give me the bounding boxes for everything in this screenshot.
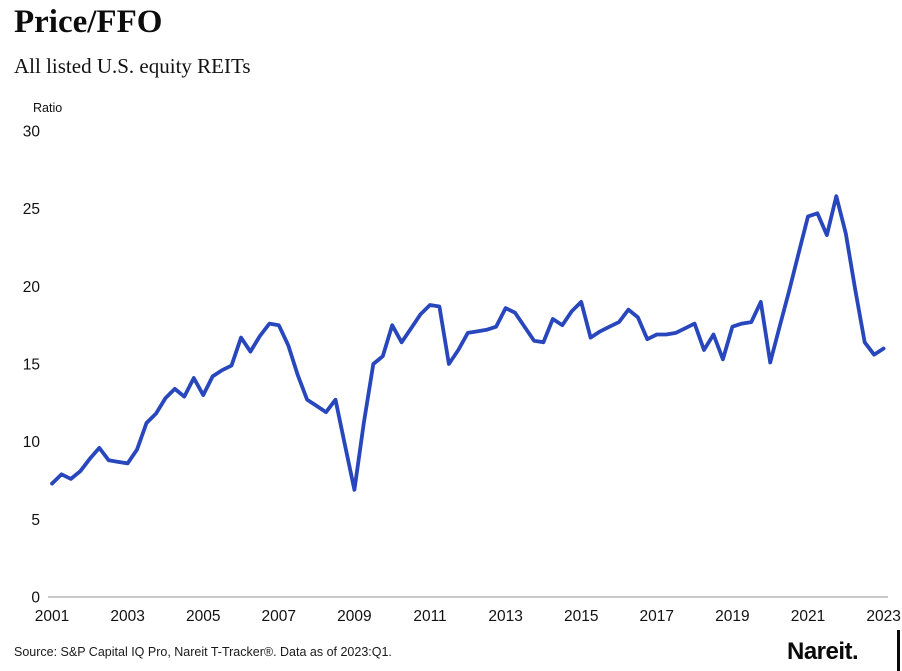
nareit-logo: Nareit. bbox=[787, 638, 859, 665]
x-tick-label: 2021 bbox=[791, 608, 825, 625]
y-tick-label: 25 bbox=[23, 201, 40, 218]
x-tick-label: 2001 bbox=[35, 608, 69, 625]
y-axis-label: Ratio bbox=[33, 101, 63, 115]
x-tick-label: 2007 bbox=[262, 608, 296, 625]
y-tick-label: 5 bbox=[31, 512, 40, 529]
page-title: Price/FFO bbox=[14, 4, 163, 40]
y-tick-label: 30 bbox=[23, 124, 41, 141]
x-tick-label: 2015 bbox=[564, 608, 598, 625]
x-tick-label: 2013 bbox=[488, 608, 522, 625]
y-tick-label: 20 bbox=[23, 279, 41, 296]
y-tick-label: 15 bbox=[23, 357, 40, 374]
chart-subtitle: All listed U.S. equity REITs bbox=[14, 54, 251, 78]
x-tick-label: 2011 bbox=[413, 608, 446, 625]
x-tick-label: 2009 bbox=[337, 608, 371, 625]
source-note: Source: S&P Capital IQ Pro, Nareit T-Tra… bbox=[14, 645, 392, 659]
y-tick-label: 0 bbox=[31, 590, 40, 607]
logo-divider-bar bbox=[897, 630, 900, 671]
x-tick-label: 2023 bbox=[866, 608, 900, 625]
y-tick-label: 10 bbox=[23, 434, 41, 451]
x-tick-label: 2005 bbox=[186, 608, 220, 625]
x-tick-label: 2003 bbox=[110, 608, 144, 625]
x-tick-label: 2017 bbox=[640, 608, 674, 625]
x-tick-label: 2019 bbox=[715, 608, 749, 625]
price-ffo-series-line bbox=[50, 194, 886, 492]
